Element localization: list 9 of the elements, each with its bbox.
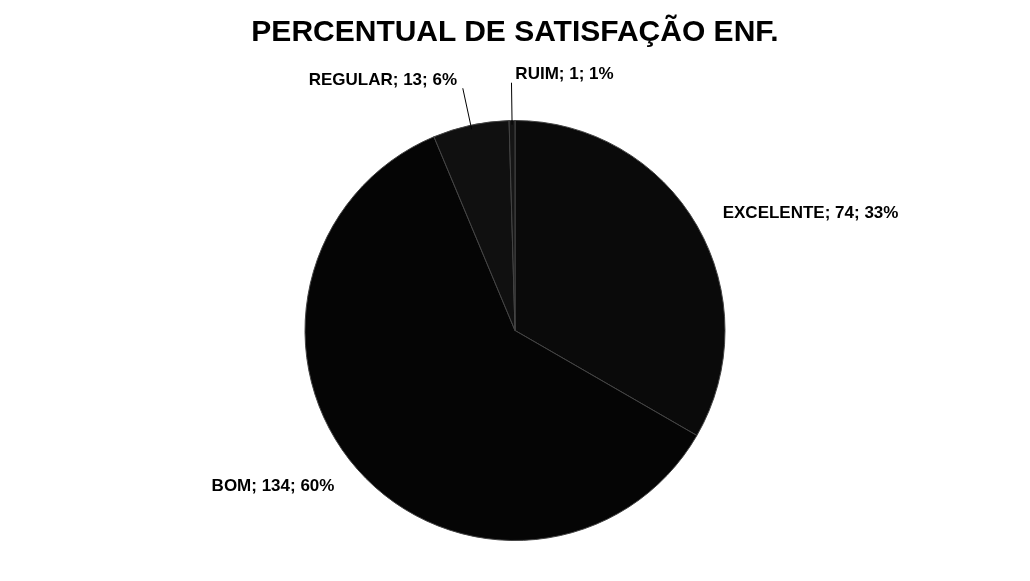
chart-title: PERCENTUAL DE SATISFAÇÃO ENF.	[250, 14, 780, 48]
slice-label: RUIM	[515, 64, 559, 84]
slice-label: REGULAR	[308, 69, 393, 89]
slice-label: BOM	[211, 475, 252, 495]
data-label: ; 1; 1%	[558, 64, 614, 84]
data-label: ; 13; 6%	[392, 69, 458, 89]
data-label: ; 74; 33%	[824, 202, 899, 222]
data-label: ; 134; 60%	[251, 475, 335, 495]
slice-label: EXCELENTE	[722, 202, 825, 222]
